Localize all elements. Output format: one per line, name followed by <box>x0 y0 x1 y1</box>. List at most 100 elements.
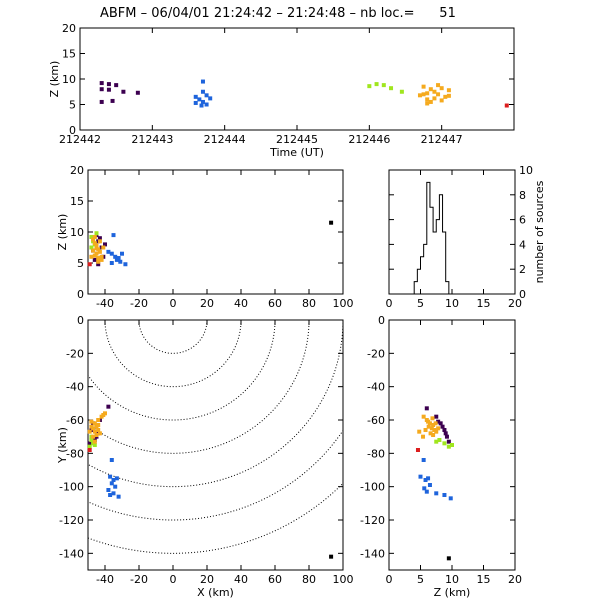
time-z-point <box>421 84 426 89</box>
z-y-xtick-label: 15 <box>477 573 491 586</box>
x-z-ytick-label: 20 <box>70 164 84 177</box>
x-y-point <box>92 429 97 434</box>
x-z-point <box>96 262 101 267</box>
time-z-point <box>417 93 422 98</box>
z-y-xlabel: Z (km) <box>434 586 471 599</box>
z-y-point <box>434 439 439 444</box>
time-z-point <box>367 84 372 89</box>
z-y-point <box>444 434 449 439</box>
time-z-point <box>428 87 433 92</box>
x-y-point <box>97 431 102 436</box>
x-z-point <box>94 246 99 251</box>
histogram-z-ytick-label: 10 <box>519 164 533 177</box>
x-y-frame <box>87 319 344 571</box>
x-y-point <box>89 438 94 442</box>
z-y-point <box>422 486 427 491</box>
z-y-ytick-label: -80 <box>367 447 385 460</box>
x-z-point <box>96 259 101 264</box>
z-y-ytick-label: -120 <box>360 514 385 527</box>
x-z-frame <box>87 169 344 295</box>
x-z-point <box>94 231 99 236</box>
time-z-point <box>200 99 205 104</box>
time-z-ytick-label: 20 <box>62 22 76 35</box>
x-y-point <box>96 428 101 432</box>
time-z-point <box>193 100 198 105</box>
histogram-z-xtick-label: 20 <box>508 297 522 310</box>
time-z-point <box>439 86 444 91</box>
x-y-point <box>111 478 116 482</box>
x-z-ytick-label: 5 <box>77 257 84 270</box>
x-z-point <box>92 253 97 258</box>
histogram-z-xtick-label: 5 <box>417 297 424 310</box>
x-y-point <box>87 441 92 446</box>
time-z-point <box>99 99 104 104</box>
x-y-xtick-label: 100 <box>333 573 354 586</box>
x-z-point <box>120 251 124 256</box>
x-z-point <box>106 249 111 254</box>
x-y-xtick-label: 60 <box>268 573 282 586</box>
time-z-xlabel: Time (UT) <box>269 146 324 159</box>
x-z-point <box>96 256 101 261</box>
x-y-point <box>92 421 97 426</box>
time-z-point <box>381 83 386 88</box>
time-z-point <box>208 96 213 101</box>
z-y-point <box>426 419 431 424</box>
x-y-point <box>87 429 92 434</box>
x-y-point <box>106 488 111 492</box>
z-y-ytick-label: -140 <box>360 547 385 560</box>
z-y-xtick-label: 0 <box>386 573 393 586</box>
x-z-point <box>89 254 94 259</box>
x-y-xtick-label: 20 <box>200 573 214 586</box>
time-z-ytick-label: 5 <box>69 99 76 112</box>
z-y-ytick-label: -20 <box>367 347 385 360</box>
z-y-xtick-label: 10 <box>445 573 459 586</box>
x-y-point <box>94 433 99 437</box>
x-y-point <box>96 418 101 422</box>
z-y-xtick-label: 5 <box>417 573 424 586</box>
x-z-ylabel: Z (km) <box>56 214 69 251</box>
time-z-xtick-label: 212446 <box>348 133 390 146</box>
x-y-point <box>113 484 118 489</box>
x-z-point <box>114 257 119 262</box>
x-y-point <box>108 493 113 497</box>
z-y-point <box>421 458 426 462</box>
z-y-point <box>438 421 443 426</box>
z-y-point <box>431 433 436 437</box>
time-z-xtick-label: 212445 <box>276 133 318 146</box>
z-y-point <box>423 478 428 482</box>
z-y-point <box>440 424 445 429</box>
x-z-point <box>329 220 334 225</box>
x-y-point <box>92 443 97 447</box>
x-z-xtick-label: -40 <box>96 297 114 310</box>
x-y-point <box>87 448 92 452</box>
histogram-outline <box>413 181 452 295</box>
histogram-z-xtick-label: 0 <box>386 297 393 310</box>
time-z-point <box>106 82 111 87</box>
time-z-point <box>106 87 111 92</box>
time-z-xtick-label: 212443 <box>131 133 173 146</box>
z-y-ytick-label: 0 <box>378 314 385 327</box>
x-y-point <box>96 423 101 427</box>
z-y-point <box>427 483 432 487</box>
z-y-point <box>446 444 451 449</box>
time-z-point <box>389 86 394 91</box>
x-z-point <box>89 245 94 250</box>
z-y-point <box>423 428 428 432</box>
x-z-point <box>91 248 96 253</box>
z-y-point <box>429 426 434 431</box>
x-y-point <box>92 439 97 444</box>
x-y-point <box>114 476 119 481</box>
time-z-point <box>374 82 379 87</box>
x-y-point <box>89 419 94 424</box>
time-z-point <box>200 89 205 94</box>
time-z-point <box>446 88 451 93</box>
figure-title-part-5: – <box>272 6 287 21</box>
z-y-point <box>417 429 422 434</box>
time-z-point <box>193 94 198 99</box>
x-z-xtick-label: -20 <box>130 297 148 310</box>
z-y-point <box>433 421 438 426</box>
figure-title-part-10: 51 <box>439 6 456 21</box>
z-y-point <box>434 491 439 496</box>
panel-time_z: 212442 212443 212444 212445 212446 212447 0 5 10… <box>48 22 515 159</box>
x-y-point <box>89 424 94 429</box>
